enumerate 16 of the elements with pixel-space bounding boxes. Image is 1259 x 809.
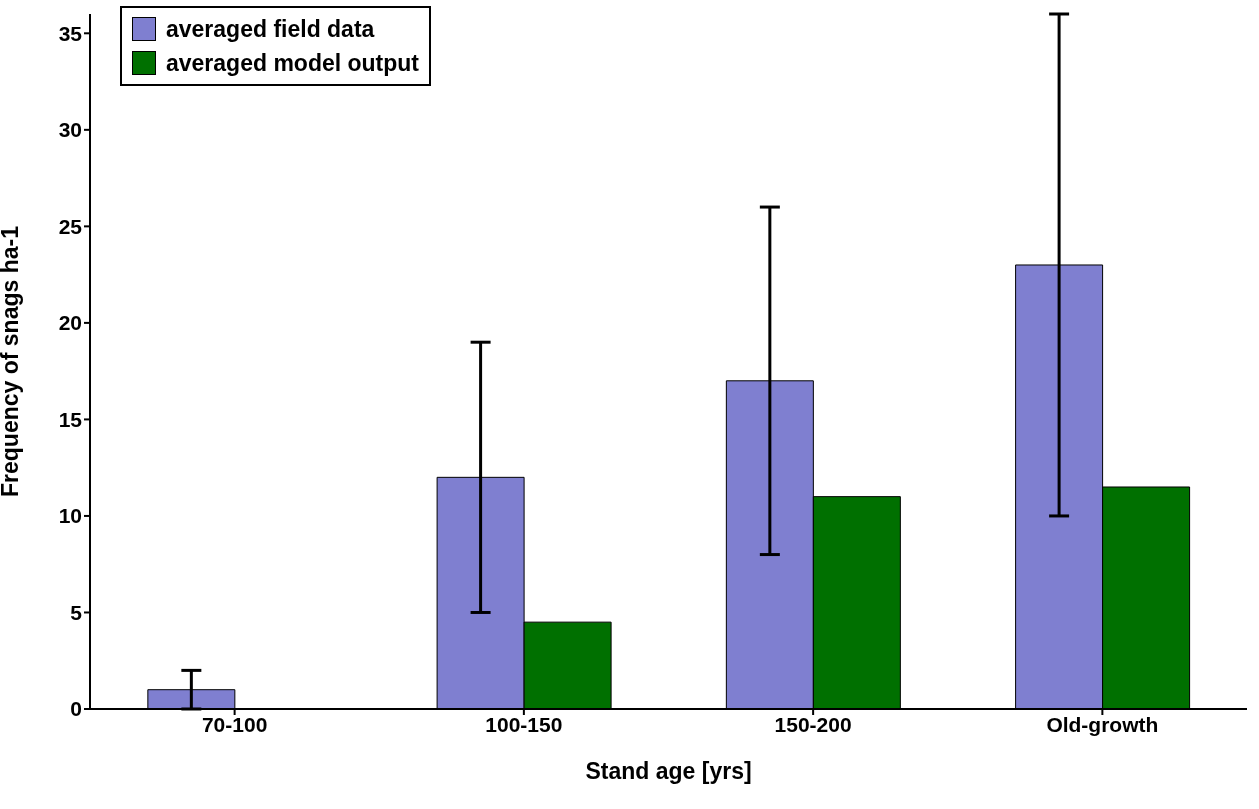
legend-label: averaged model output xyxy=(166,49,420,78)
y-tick-label: 25 xyxy=(58,214,83,238)
y-tick-label: 10 xyxy=(58,504,82,528)
x-tick-label: 150-200 xyxy=(774,712,852,736)
x-axis-title: Stand age [yrs] xyxy=(585,758,752,784)
y-tick-label: 30 xyxy=(58,118,82,142)
legend-label: averaged field data xyxy=(166,15,375,44)
y-tick-label: 5 xyxy=(70,600,83,624)
y-tick-label: 15 xyxy=(58,407,83,431)
x-tick-label: Old-growth xyxy=(1046,712,1159,736)
y-axis-title: Frequency of snags ha-1 xyxy=(0,225,24,497)
y-tick-label: 0 xyxy=(70,697,82,721)
x-tick-label: 70-100 xyxy=(201,712,268,736)
y-tick-label: 35 xyxy=(58,21,83,45)
y-tick-label: 20 xyxy=(58,311,82,335)
x-tick-label: 100-150 xyxy=(485,712,563,736)
